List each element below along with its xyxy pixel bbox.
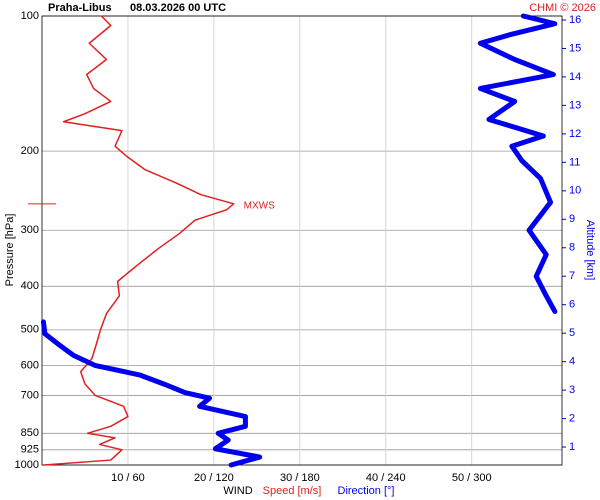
y2-tick-label: 15 bbox=[569, 42, 581, 54]
y-tick-label: 700 bbox=[21, 389, 39, 401]
x-tick-label: 40 / 240 bbox=[366, 472, 406, 484]
y2-tick-label: 10 bbox=[569, 185, 581, 197]
annotation: MXWS bbox=[244, 200, 275, 211]
y2-tick-label: 1 bbox=[569, 441, 575, 453]
y2-tick-label: 4 bbox=[569, 356, 575, 368]
y-tick-label: 1000 bbox=[15, 459, 39, 471]
y-tick-label: 500 bbox=[21, 324, 39, 336]
x-tick-label: 30 / 180 bbox=[280, 472, 320, 484]
y2-tick-label: 12 bbox=[569, 128, 581, 140]
direction-line bbox=[477, 13, 558, 314]
chart-title: Praha-Libus bbox=[48, 2, 112, 14]
x-tick-label: 10 / 60 bbox=[111, 472, 145, 484]
plot-frame bbox=[41, 15, 563, 466]
y-tick-label: 850 bbox=[21, 427, 39, 439]
y-tick-label: 400 bbox=[21, 280, 39, 292]
chart-subtitle: 08.03.2026 00 UTC bbox=[130, 2, 226, 14]
y2-tick-label: 14 bbox=[569, 71, 581, 83]
y2-tick-label: 6 bbox=[569, 299, 575, 311]
y-tick-label: 300 bbox=[21, 224, 39, 236]
y-tick-label: 600 bbox=[21, 359, 39, 371]
y-axis-label: Pressure [hPa] bbox=[4, 214, 16, 287]
y2-tick-label: 13 bbox=[569, 99, 581, 111]
legend-speed: Speed [m/s] bbox=[263, 485, 322, 497]
x-axis-label: WIND bbox=[223, 485, 252, 497]
y-tick-label: 200 bbox=[21, 145, 39, 157]
x-tick-label: 50 / 300 bbox=[452, 472, 492, 484]
y2-tick-label: 16 bbox=[569, 14, 581, 26]
y2-tick-label: 7 bbox=[569, 270, 575, 282]
legend-direction: Direction [°] bbox=[338, 485, 395, 497]
y-tick-label: 925 bbox=[21, 444, 39, 456]
x-tick-label: 20 / 120 bbox=[194, 472, 234, 484]
y2-tick-label: 11 bbox=[569, 156, 580, 168]
direction-line bbox=[40, 319, 263, 468]
y2-tick-label: 8 bbox=[569, 242, 575, 254]
y2-tick-label: 5 bbox=[569, 327, 575, 339]
credit: CHMI © 2026 bbox=[529, 2, 596, 14]
y2-axis-label: Altitude [km] bbox=[584, 220, 596, 281]
y2-tick-label: 3 bbox=[569, 384, 575, 396]
y2-tick-label: 9 bbox=[569, 213, 575, 225]
y2-tick-label: 2 bbox=[569, 412, 575, 424]
speed-line bbox=[42, 15, 235, 466]
y-tick-label: 100 bbox=[21, 10, 39, 22]
